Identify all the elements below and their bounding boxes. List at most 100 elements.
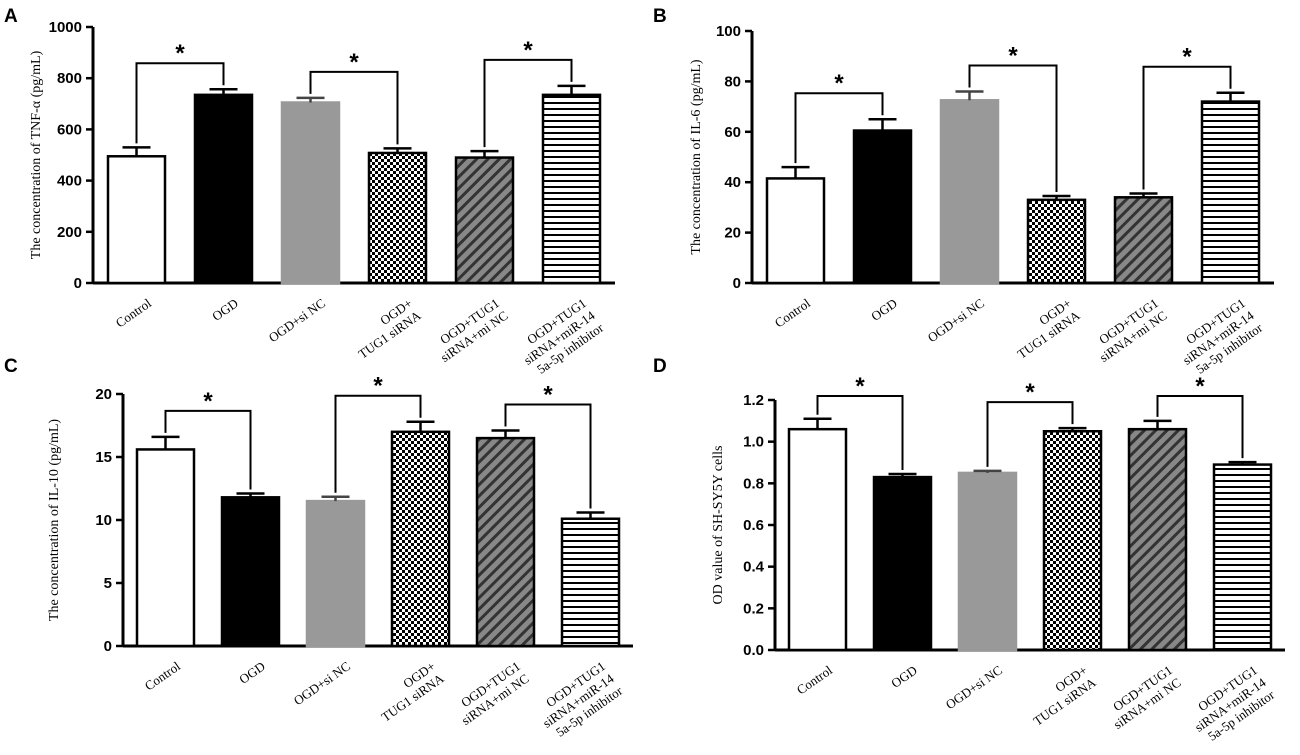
panel-letter: D <box>653 356 667 377</box>
significance-bracket <box>334 394 422 493</box>
x-tick-label: OGD+si NC <box>925 295 987 345</box>
bar-a-5 <box>541 93 602 285</box>
significance-star: * <box>203 388 213 415</box>
y-tick-label: 100 <box>716 23 741 40</box>
significance-star: * <box>1195 373 1205 400</box>
x-tick-label-line: Control <box>113 295 154 330</box>
bar-b-5 <box>1200 100 1261 285</box>
y-tick-label: 20 <box>724 225 741 242</box>
y-tick-label: 200 <box>57 224 82 241</box>
significance-star: * <box>349 49 359 76</box>
significance-bracket <box>986 401 1074 467</box>
y-axis-label: The concentration of IL-10 (pg/mL) <box>47 419 62 621</box>
bar-a-3 <box>367 151 428 285</box>
panel-a: A The concentration of TNF-α (pg/mL) 0 200 4… <box>4 6 615 377</box>
significance-bracket <box>794 92 884 164</box>
panel-c: C The concentration of IL-10 (pg/mL) 0 5 10 1… <box>4 356 633 740</box>
x-tick-label-line: OGD+si NC <box>291 658 353 708</box>
y-tick-label: 0 <box>74 275 82 292</box>
x-tick-label: OGD+si NC <box>291 658 353 708</box>
x-tick-label: OGD+TUG1 siRNA <box>378 658 447 724</box>
bar-d-4 <box>1127 427 1188 652</box>
y-tick-label: 0 <box>733 275 741 292</box>
x-tick-label: OGD+TUG1 siRNA <box>355 295 424 361</box>
significance-star: * <box>175 40 185 67</box>
x-tick-label-line: Control <box>772 295 813 330</box>
significance-bracket <box>309 70 399 145</box>
y-tick-label: 0.4 <box>743 559 765 576</box>
y-tick-label: 60 <box>724 124 741 141</box>
bar-a-1 <box>193 93 254 285</box>
significance-star: * <box>1182 44 1192 71</box>
x-tick-label-line: OGD+si NC <box>266 295 328 345</box>
x-tick-label: Control <box>794 662 835 697</box>
x-tick-label-line: OGD <box>209 295 241 323</box>
x-tick-label: Control <box>772 295 813 330</box>
bar-b-0 <box>765 177 826 285</box>
y-tick-label: 400 <box>57 173 82 190</box>
significance-star: * <box>1008 42 1018 69</box>
significance-bracket <box>1142 65 1232 190</box>
y-tick-label: 1.0 <box>743 434 764 451</box>
y-tick-label: 0.2 <box>743 600 764 617</box>
bar-c-0 <box>135 448 196 648</box>
significance-star: * <box>855 373 865 400</box>
y-tick-label: 0.6 <box>743 517 764 534</box>
y-tick-label: 0.0 <box>743 642 764 659</box>
x-tick-label: Control <box>113 295 154 330</box>
x-tick-label-line: OGD <box>868 295 900 323</box>
bar-b-4 <box>1113 196 1174 285</box>
significance-bracket <box>968 64 1058 193</box>
significance-bracket <box>816 395 904 470</box>
bar-a-2 <box>280 101 341 285</box>
x-tick-label: OGD+si NC <box>943 662 1005 712</box>
bar-d-0 <box>787 427 848 652</box>
x-tick-label: OGD <box>236 658 268 686</box>
significance-bracket <box>1156 395 1244 459</box>
bar-a-0 <box>106 155 167 285</box>
panel-b: B The concentration of IL-6 (pg/mL) 0 20 40 6… <box>653 6 1274 377</box>
y-axis-label: The concentration of TNF-α (pg/mL) <box>29 50 44 259</box>
x-tick-label-line: Control <box>794 662 835 697</box>
bar-d-1 <box>872 475 933 652</box>
x-tick-label-line: Control <box>142 658 183 693</box>
y-tick-label: 5 <box>104 575 112 592</box>
significance-bracket <box>164 409 252 490</box>
y-tick-label: 800 <box>57 70 82 87</box>
significance-star: * <box>543 382 553 409</box>
y-axis-label: OD value of SH-SY5Y cells <box>711 446 726 605</box>
panel-d: D OD value of SH-SY5Y cells 0.0 0.2 0.4 0.6 0.… <box>653 356 1285 744</box>
x-tick-label: OGD <box>888 662 920 690</box>
bar-b-1 <box>852 129 913 285</box>
x-tick-label: OGD+TUG1 siRNA <box>1014 295 1083 361</box>
y-axis-label: The concentration of IL-6 (pg/mL) <box>689 59 704 254</box>
bar-b-2 <box>939 99 1000 285</box>
x-tick-label: OGD+si NC <box>266 295 328 345</box>
bar-c-5 <box>560 517 621 648</box>
x-tick-label: OGD+TUG1 siRNA <box>1030 662 1099 728</box>
bar-d-5 <box>1212 463 1273 652</box>
y-tick-label: 20 <box>95 386 112 403</box>
significance-star: * <box>1025 379 1035 406</box>
y-tick-label: 0.8 <box>743 475 764 492</box>
y-tick-label: 10 <box>95 512 112 529</box>
bar-c-1 <box>220 496 281 648</box>
x-tick-label: OGD <box>868 295 900 323</box>
bar-d-2 <box>957 471 1018 652</box>
x-tick-label: Control <box>142 658 183 693</box>
panel-letter: A <box>4 6 18 27</box>
x-tick-label: OGD <box>209 295 241 323</box>
bar-c-3 <box>390 430 451 648</box>
bar-d-3 <box>1042 430 1103 652</box>
significance-star: * <box>523 37 533 64</box>
y-tick-label: 1000 <box>49 19 82 36</box>
bar-a-4 <box>454 156 515 285</box>
y-tick-label: 15 <box>95 449 112 466</box>
